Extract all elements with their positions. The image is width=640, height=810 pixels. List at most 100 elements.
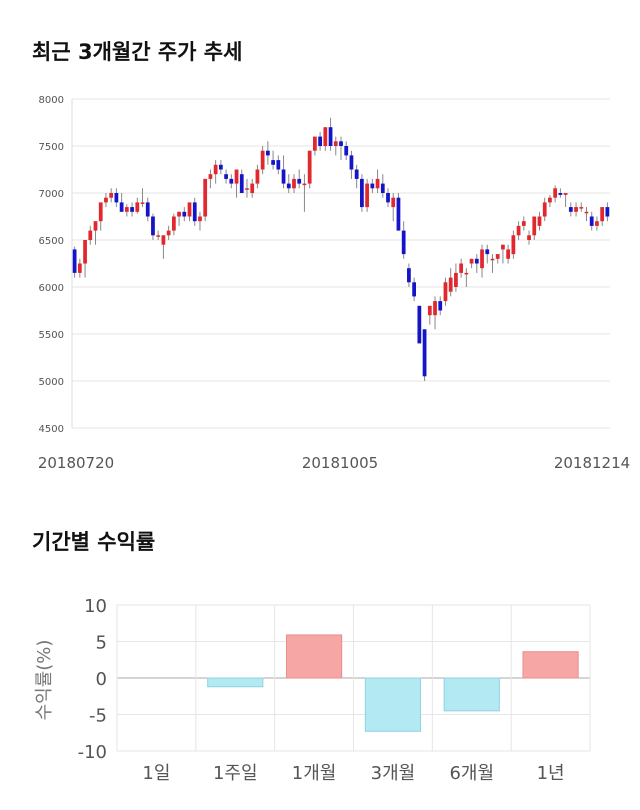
returns-bars xyxy=(207,634,579,732)
candle-down xyxy=(192,202,197,222)
candle-down xyxy=(380,183,385,193)
candle-up xyxy=(495,254,500,259)
candle-up xyxy=(448,277,453,292)
candle-down xyxy=(151,216,155,236)
returns-title: 기간별 수익률 xyxy=(32,530,156,554)
candle-down xyxy=(401,230,406,255)
price-y-axis: 4500 5000 5500 6000 6500 7000 7500 8000 xyxy=(39,95,64,435)
candle-up xyxy=(333,141,338,146)
price-y-tick: 6000 xyxy=(39,283,64,294)
returns-bar xyxy=(443,677,500,712)
candle-up xyxy=(527,235,531,240)
price-y-tick: 5000 xyxy=(39,377,64,388)
price-y-tick: 8000 xyxy=(39,95,64,106)
candle-up xyxy=(391,197,396,208)
candle-down xyxy=(568,207,573,212)
returns-x-tick: 1개월 xyxy=(292,763,337,784)
candle-down xyxy=(339,141,343,146)
candle-up xyxy=(135,202,140,212)
candle-down xyxy=(286,183,291,189)
candle-down xyxy=(386,193,390,203)
candle-down xyxy=(558,193,563,195)
candle-up xyxy=(260,150,265,170)
candle-down xyxy=(229,178,234,184)
candle-down xyxy=(417,305,422,344)
price-y-tick: 4500 xyxy=(39,424,64,435)
candle-up xyxy=(595,221,599,226)
candle-up xyxy=(198,216,202,222)
candle-up xyxy=(234,169,239,184)
returns-y-label: 수익률(%) xyxy=(34,640,55,721)
candle-up xyxy=(307,150,312,184)
price-x-tick: 20181214 xyxy=(554,454,630,472)
candle-up xyxy=(250,183,255,193)
returns-x-axis: 1일 1주일 1개월 3개월 6개월 1년 xyxy=(142,763,564,784)
candle-down xyxy=(297,178,302,184)
candle-up xyxy=(375,178,380,189)
candle-up xyxy=(203,178,208,217)
candle-down xyxy=(360,178,364,208)
candle-up xyxy=(574,207,578,212)
candle-down xyxy=(438,301,443,311)
candle-up xyxy=(469,258,474,264)
returns-y-tick: -5 xyxy=(89,706,107,727)
candle-up xyxy=(187,202,192,217)
returns-x-tick: 3개월 xyxy=(371,763,416,784)
candle-down xyxy=(328,127,333,146)
candle-down xyxy=(239,174,244,193)
candle-up xyxy=(563,193,568,195)
candle-up xyxy=(490,258,495,261)
candle-up xyxy=(579,207,584,209)
price-trend-title: 최근 3개월간 주가 추세 xyxy=(32,40,243,64)
candle-down xyxy=(281,169,286,184)
returns-bar xyxy=(207,677,264,688)
returns-y-tick: 5 xyxy=(96,633,107,654)
price-y-tick: 5500 xyxy=(39,330,64,341)
candle-up xyxy=(208,174,213,179)
candle-up xyxy=(292,178,296,189)
candle-up xyxy=(511,235,516,255)
returns-bar-chart: 10 5 0 -5 -10 1일 1주일 1개월 3개월 6개월 1년 수익률(%) xyxy=(34,596,591,784)
price-y-tick: 7500 xyxy=(39,142,64,153)
returns-y-axis: 10 5 0 -5 -10 xyxy=(78,596,107,763)
candle-down xyxy=(218,164,223,170)
returns-x-tick: 6개월 xyxy=(449,763,494,784)
candle-up xyxy=(427,305,432,316)
candle-up xyxy=(542,202,547,217)
candle-up xyxy=(104,197,108,203)
returns-x-tick: 1년 xyxy=(537,763,565,784)
candle-down xyxy=(72,249,77,273)
candle-up xyxy=(124,207,129,212)
price-y-tick: 7000 xyxy=(39,189,64,200)
returns-bar xyxy=(285,634,343,679)
candle-series xyxy=(72,117,610,381)
price-x-tick: 20181005 xyxy=(302,454,378,472)
returns-x-tick: 1일 xyxy=(142,763,170,784)
candle-up xyxy=(600,207,605,222)
price-x-axis: 20180720 20181005 20181214 xyxy=(38,454,630,472)
candle-up xyxy=(459,263,464,273)
candle-up xyxy=(109,193,114,198)
candle-down xyxy=(354,169,359,179)
candle-down xyxy=(349,155,354,170)
candle-up xyxy=(83,240,87,264)
candle-up xyxy=(302,183,307,186)
candle-up xyxy=(161,235,166,245)
price-y-tick: 6500 xyxy=(39,236,64,247)
candle-up xyxy=(177,211,181,217)
candle-down xyxy=(119,202,124,212)
candle-up xyxy=(213,164,218,175)
candle-down xyxy=(370,183,375,189)
returns-grid xyxy=(116,604,591,752)
candle-up xyxy=(171,216,176,231)
returns-x-tick: 1주일 xyxy=(213,763,258,784)
candle-down xyxy=(224,174,228,179)
candle-down xyxy=(344,146,349,156)
candle-up xyxy=(501,244,505,250)
candle-down xyxy=(412,282,417,297)
candle-down xyxy=(407,268,411,283)
candle-up xyxy=(88,230,93,240)
candle-down xyxy=(130,207,134,212)
candle-up xyxy=(365,183,369,208)
candle-down xyxy=(145,202,150,217)
